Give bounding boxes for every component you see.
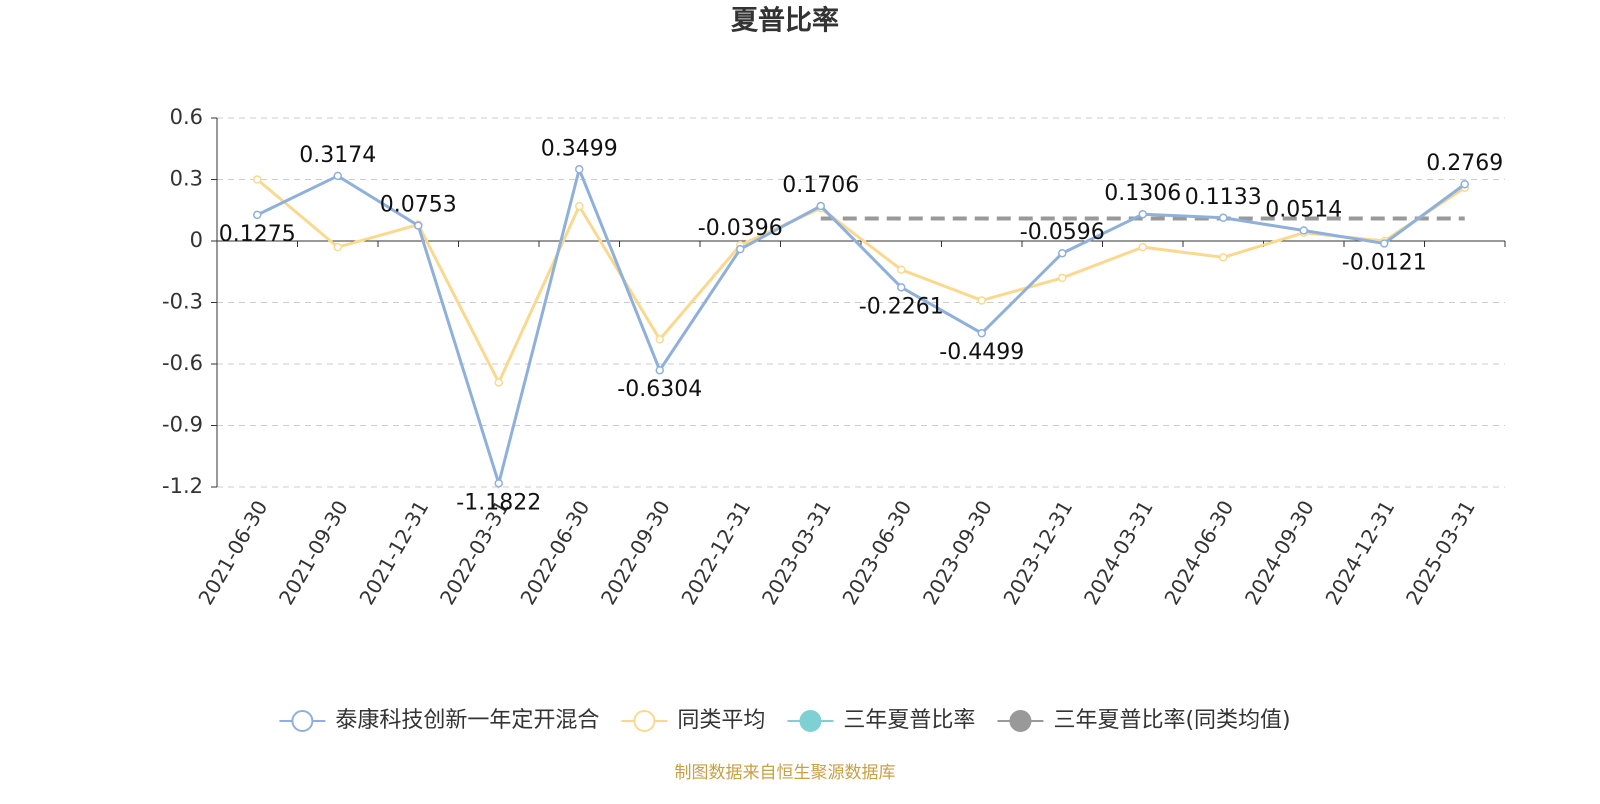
data-point bbox=[1299, 226, 1308, 235]
y-tick-label: 0.3 bbox=[170, 167, 203, 191]
data-label: -0.2261 bbox=[859, 294, 944, 319]
legend-label: 三年夏普比率(同类均值) bbox=[1053, 708, 1290, 733]
data-label: 0.0514 bbox=[1265, 197, 1342, 222]
data-point bbox=[816, 201, 825, 211]
chart-title: 夏普比率 bbox=[731, 5, 839, 37]
data-point bbox=[1058, 273, 1067, 283]
data-label: 0.2769 bbox=[1426, 151, 1503, 176]
x-tick-label: 2022-09-30 bbox=[596, 496, 675, 609]
legend-label: 三年夏普比率 bbox=[843, 708, 975, 733]
legend-symbol bbox=[799, 710, 822, 732]
data-label: -0.0121 bbox=[1342, 250, 1427, 275]
data-point bbox=[414, 221, 423, 230]
x-tick-label: 2025-03-31 bbox=[1401, 496, 1480, 609]
y-tick-label: -0.9 bbox=[162, 413, 203, 437]
data-point bbox=[1380, 239, 1389, 248]
y-tick-label: -1.2 bbox=[162, 474, 203, 498]
data-label: -0.4499 bbox=[939, 340, 1024, 365]
x-tick-label: 2021-06-30 bbox=[193, 496, 272, 609]
data-label: 0.1133 bbox=[1185, 185, 1262, 210]
data-point bbox=[1058, 248, 1067, 258]
y-tick-label: 0 bbox=[190, 228, 203, 252]
x-tick-label: 2024-12-31 bbox=[1320, 496, 1399, 609]
x-tick-label: 2024-03-31 bbox=[1079, 496, 1158, 609]
series-line bbox=[256, 164, 1466, 489]
y-tick-label: -0.6 bbox=[162, 351, 203, 375]
data-point bbox=[575, 165, 584, 174]
legend-symbol bbox=[1009, 710, 1032, 732]
x-tick-label: 2022-12-31 bbox=[676, 496, 755, 609]
data-point bbox=[897, 283, 906, 292]
data-point bbox=[736, 244, 745, 254]
data-label: 0.1275 bbox=[219, 222, 296, 247]
x-tick-label: 2024-06-30 bbox=[1159, 496, 1238, 609]
y-tick-label: 0.6 bbox=[170, 105, 203, 129]
data-point bbox=[1460, 179, 1469, 189]
data-point bbox=[655, 365, 664, 375]
data-point bbox=[1219, 253, 1228, 262]
legend-label: 同类平均 bbox=[677, 708, 765, 733]
x-tick-label: 2023-03-31 bbox=[757, 496, 836, 609]
data-label: 0.0753 bbox=[380, 193, 457, 218]
x-tick-label: 2021-12-31 bbox=[354, 496, 433, 609]
data-label: 0.1706 bbox=[782, 173, 859, 198]
data-label: 0.3499 bbox=[541, 136, 618, 161]
source-note: 制图数据来自恒生聚源数据库 bbox=[675, 763, 896, 783]
data-point bbox=[977, 296, 986, 305]
x-tick-label: 2021-09-30 bbox=[274, 496, 353, 609]
data-label: 0.1306 bbox=[1104, 181, 1181, 206]
data-label: -0.0396 bbox=[698, 216, 783, 241]
data-point bbox=[253, 210, 262, 220]
legend-symbol bbox=[633, 710, 656, 732]
data-point bbox=[655, 335, 664, 344]
data-label: -0.0596 bbox=[1020, 220, 1105, 245]
x-tick-label: 2024-09-30 bbox=[1240, 496, 1319, 609]
x-tick-label: 2023-09-30 bbox=[918, 496, 997, 609]
data-point bbox=[253, 175, 262, 184]
data-point bbox=[333, 242, 342, 252]
series-line bbox=[256, 178, 1466, 386]
data-point bbox=[897, 265, 906, 274]
data-point bbox=[1138, 209, 1147, 219]
data-label: 0.3174 bbox=[299, 143, 376, 168]
x-tick-label: 2023-06-30 bbox=[837, 496, 916, 609]
y-tick-label: -0.3 bbox=[162, 290, 203, 314]
data-point bbox=[333, 171, 342, 181]
data-point bbox=[977, 328, 986, 338]
data-point bbox=[494, 479, 503, 488]
x-tick-label: 2023-12-31 bbox=[998, 496, 1077, 609]
data-label: -0.6304 bbox=[617, 377, 702, 402]
legend-label: 泰康科技创新一年定开混合 bbox=[335, 708, 599, 733]
data-point bbox=[575, 201, 584, 211]
legend-symbol bbox=[291, 710, 314, 732]
data-point bbox=[1138, 242, 1147, 252]
data-point bbox=[494, 378, 503, 387]
legend: 泰康科技创新一年定开混合 同类平均 三年夏普比率 三年夏普比率(同类均值) bbox=[279, 708, 1291, 733]
data-label: -1.1822 bbox=[456, 490, 541, 515]
data-point bbox=[1219, 213, 1228, 223]
